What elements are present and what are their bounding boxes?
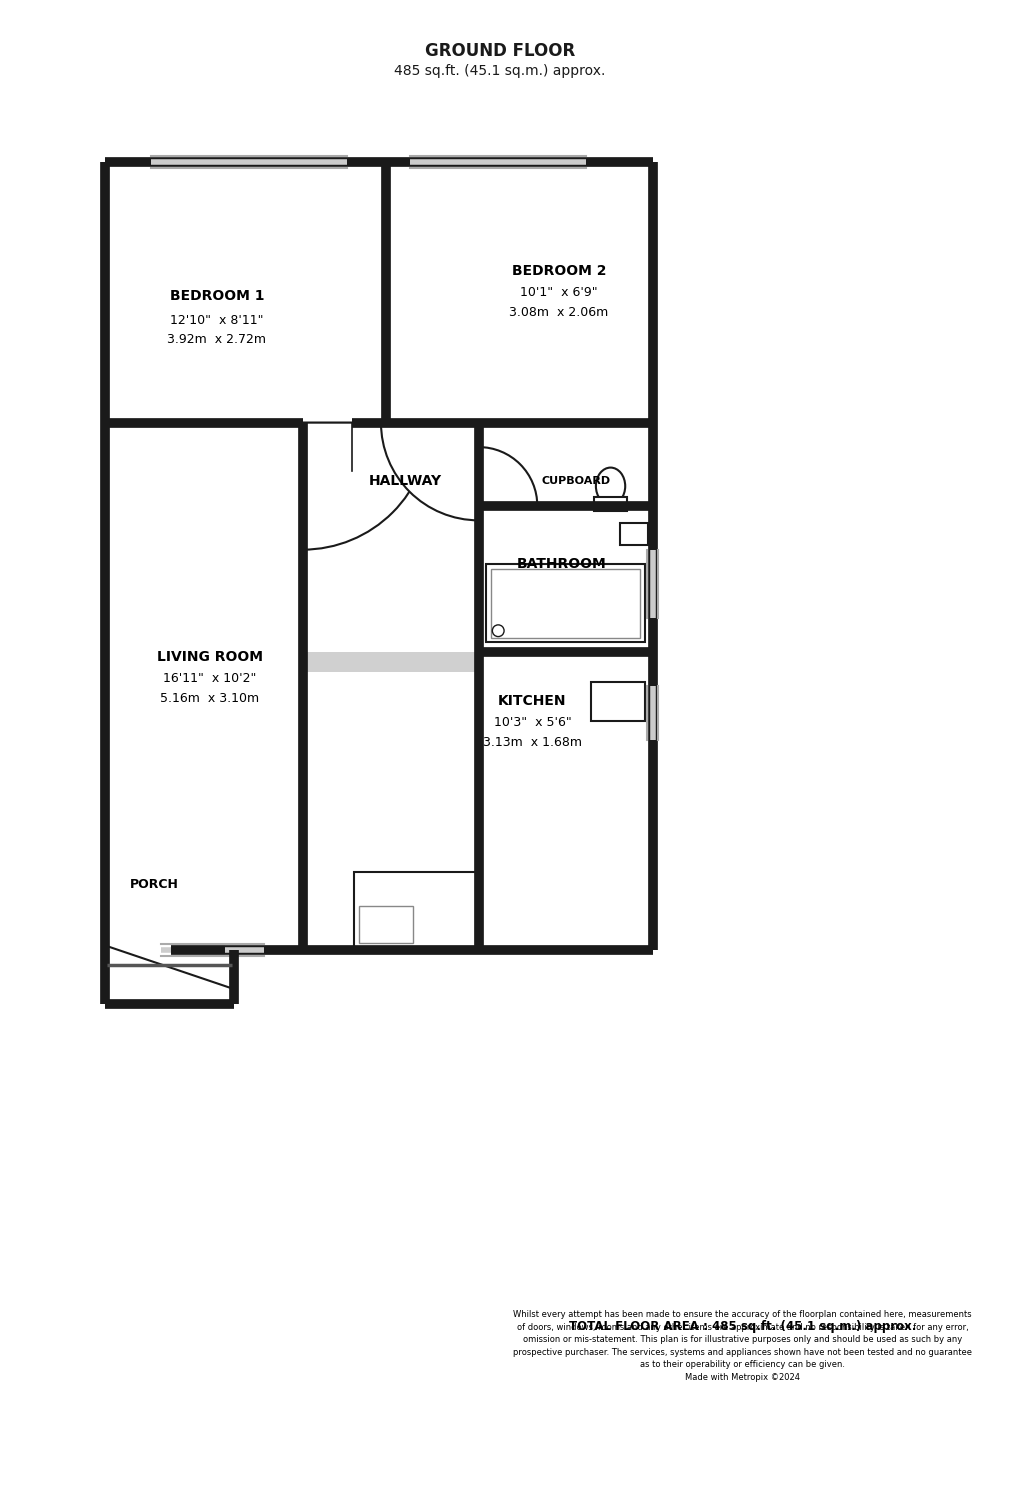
Ellipse shape — [493, 625, 504, 637]
Bar — [486, 564, 645, 643]
Bar — [303, 652, 478, 671]
Circle shape — [599, 685, 612, 698]
Text: GROUND FLOOR: GROUND FLOOR — [425, 42, 575, 61]
Text: 5.16m  x 3.10m: 5.16m x 3.10m — [161, 692, 260, 704]
Text: KITCHEN: KITCHEN — [498, 694, 566, 709]
Circle shape — [599, 704, 612, 718]
Bar — [621, 524, 648, 545]
Bar — [591, 682, 645, 721]
Circle shape — [618, 704, 632, 718]
Text: 16'11"  x 10'2": 16'11" x 10'2" — [164, 671, 257, 685]
Wedge shape — [381, 422, 478, 521]
Text: 3.92m  x 2.72m: 3.92m x 2.72m — [167, 333, 266, 346]
Bar — [594, 497, 627, 510]
Circle shape — [618, 685, 632, 698]
Wedge shape — [478, 448, 538, 506]
Bar — [492, 568, 640, 637]
Text: TOTAL FLOOR AREA : 485 sq.ft. (45.1 sq.m.) approx.: TOTAL FLOOR AREA : 485 sq.ft. (45.1 sq.m… — [568, 1320, 916, 1332]
Ellipse shape — [596, 467, 626, 504]
Wedge shape — [303, 422, 351, 471]
Text: BEDROOM 1: BEDROOM 1 — [170, 288, 264, 303]
Text: 12'10"  x 8'11": 12'10" x 8'11" — [170, 313, 263, 327]
Text: 485 sq.ft. (45.1 sq.m.) approx.: 485 sq.ft. (45.1 sq.m.) approx. — [394, 64, 606, 78]
Wedge shape — [303, 422, 430, 549]
Text: 10'3"  x 5'6": 10'3" x 5'6" — [494, 716, 571, 730]
Bar — [353, 871, 476, 950]
Text: PORCH: PORCH — [130, 879, 179, 891]
Text: BATHROOM: BATHROOM — [517, 558, 606, 571]
Text: 3.13m  x 1.68m: 3.13m x 1.68m — [483, 736, 582, 749]
Text: LIVING ROOM: LIVING ROOM — [157, 651, 263, 664]
Text: 3.08m  x 2.06m: 3.08m x 2.06m — [509, 306, 608, 319]
Text: HALLWAY: HALLWAY — [369, 474, 442, 488]
Bar — [359, 906, 414, 943]
Text: 10'1"  x 6'9": 10'1" x 6'9" — [520, 286, 598, 300]
Text: BEDROOM 2: BEDROOM 2 — [512, 264, 606, 278]
Text: Whilst every attempt has been made to ensure the accuracy of the floorplan conta: Whilst every attempt has been made to en… — [513, 1310, 972, 1382]
Text: CUPBOARD: CUPBOARD — [542, 476, 611, 486]
